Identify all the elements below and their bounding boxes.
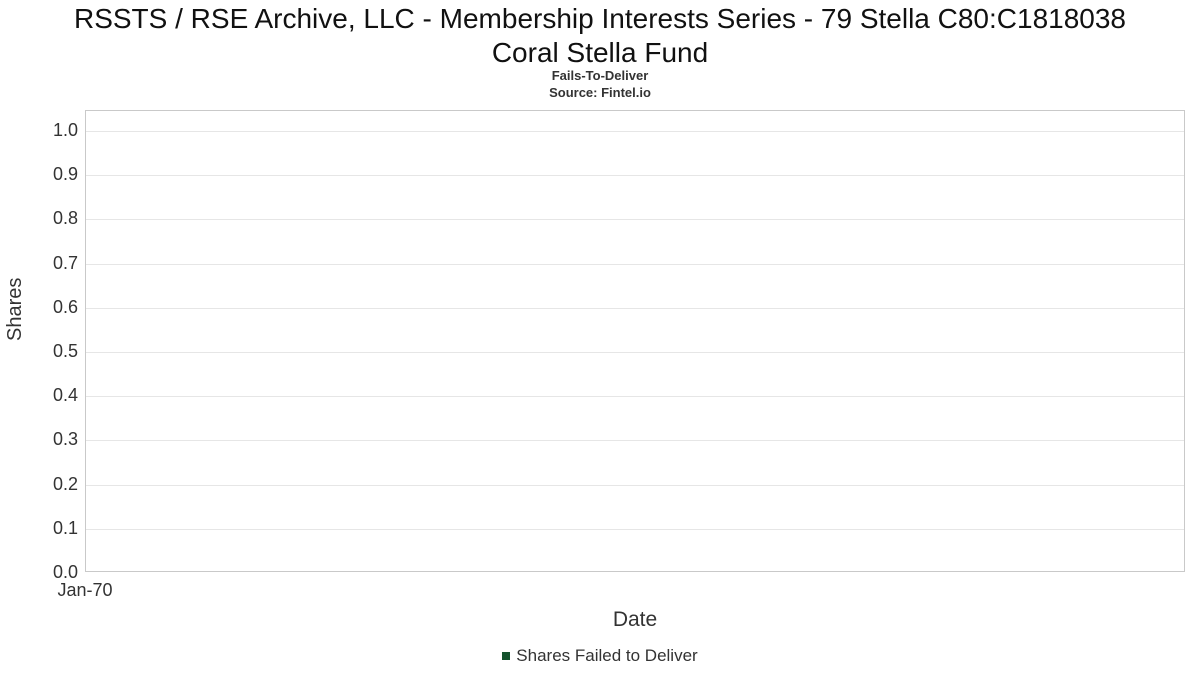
y-tick-label: 0.6 — [52, 297, 78, 317]
gridline — [86, 219, 1184, 220]
y-tick-label: 0.2 — [52, 474, 78, 494]
legend-label: Shares Failed to Deliver — [516, 646, 698, 665]
y-tick-label: 1.0 — [52, 120, 78, 140]
y-tick-label: 0.7 — [52, 253, 78, 273]
legend[interactable]: Shares Failed to Deliver — [0, 646, 1200, 666]
y-tick-label: 0.0 — [52, 562, 78, 582]
chart-subtitle: Fails-To-Deliver — [551, 68, 649, 83]
legend-marker-icon — [502, 652, 511, 660]
gridline — [86, 352, 1184, 353]
gridline — [86, 264, 1184, 265]
y-tick-label: 0.5 — [52, 341, 78, 361]
y-tick-label: 0.4 — [52, 385, 78, 405]
y-tick-label: 0.1 — [52, 518, 78, 538]
chart-source: Source: Fintel.io — [549, 85, 651, 100]
gridline — [86, 529, 1184, 530]
chart-title-line-1: RSSTS / RSE Archive, LLC - Membership In… — [73, 3, 1127, 34]
x-tick-label: Jan-70 — [57, 580, 113, 600]
gridline — [86, 485, 1184, 486]
gridline — [86, 175, 1184, 176]
gridline — [86, 396, 1184, 397]
gridline — [86, 308, 1184, 309]
y-tick-label: 0.3 — [52, 429, 78, 449]
gridline — [86, 131, 1184, 132]
x-axis-title: Date — [612, 608, 658, 631]
y-tick-label: 0.9 — [52, 164, 78, 184]
gridline — [86, 440, 1184, 441]
chart-title-line-2: Coral Stella Fund — [491, 37, 709, 68]
chart-title: RSSTS / RSE Archive, LLC - Membership In… — [0, 2, 1200, 70]
plot-area — [85, 110, 1185, 572]
y-tick-label: 0.8 — [52, 208, 78, 228]
